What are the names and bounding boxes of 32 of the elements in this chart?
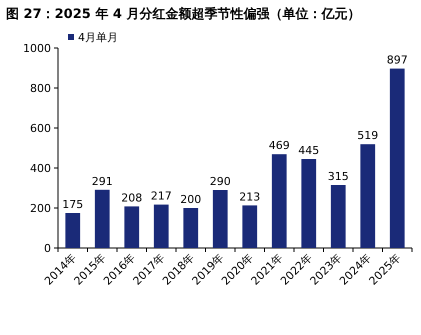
data-label: 200 (180, 193, 202, 206)
data-label: 469 (268, 139, 290, 152)
bar (154, 204, 169, 248)
bar (94, 190, 110, 248)
data-label: 897 (386, 54, 408, 67)
data-label: 290 (210, 175, 231, 188)
bar (272, 154, 287, 248)
bar (301, 159, 316, 248)
data-label: 315 (328, 170, 349, 183)
bar (242, 205, 258, 248)
y-tick-label: 1000 (23, 42, 51, 55)
y-tick-label: 200 (30, 202, 51, 215)
bar (212, 190, 228, 248)
y-tick-label: 400 (30, 162, 51, 175)
data-label: 445 (298, 144, 320, 157)
y-tick-label: 600 (30, 122, 51, 135)
bar (330, 185, 346, 248)
data-label: 175 (62, 198, 84, 211)
y-tick-label: 0 (44, 242, 51, 255)
bar (390, 68, 405, 248)
bar (360, 144, 376, 248)
data-label: 208 (121, 191, 142, 204)
y-tick-label: 800 (30, 82, 51, 95)
chart-title: 图 27：2025 年 4 月分红金额超季节性偏强（单位：亿元） (6, 6, 360, 22)
data-label: 217 (150, 190, 172, 203)
data-label: 291 (92, 174, 113, 188)
data-label: 519 (357, 129, 378, 142)
bar (65, 213, 80, 248)
legend-label: 4月单月 (78, 31, 118, 44)
data-label: 213 (239, 190, 260, 204)
bar (124, 206, 140, 248)
bar (183, 208, 198, 248)
